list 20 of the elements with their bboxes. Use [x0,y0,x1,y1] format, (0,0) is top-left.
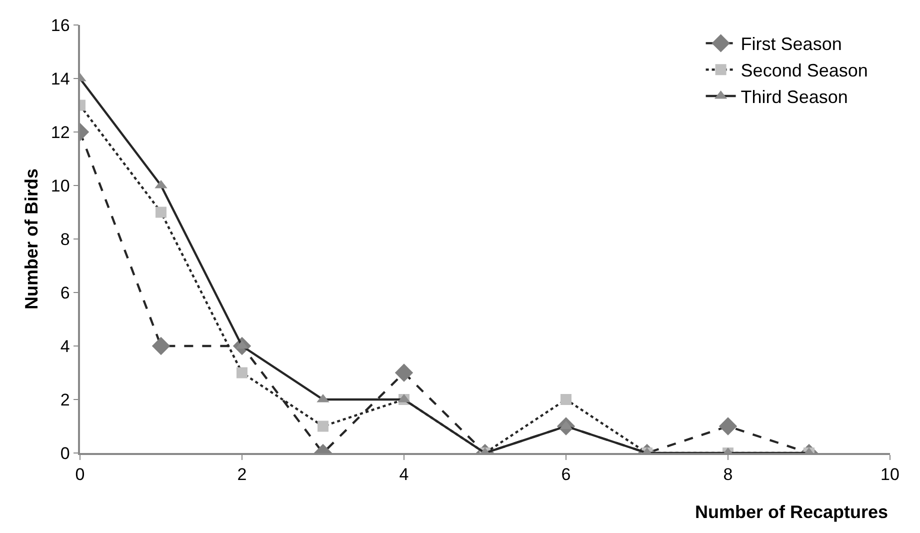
y-tick-label: 0 [60,444,70,463]
y-tick-label: 6 [60,283,70,302]
y-tick-label: 16 [50,16,70,35]
x-tick-label: 6 [561,465,571,484]
x-tick-label: 10 [880,465,900,484]
y-tick-label: 4 [60,336,70,356]
y-tick-label: 14 [50,69,70,88]
y-tick-label: 12 [50,122,70,142]
y-tick-label: 8 [60,230,70,249]
x-tick-label: 2 [237,465,247,484]
legend-label: Second Season [740,60,868,81]
x-tick-label: 0 [75,465,85,484]
y-tick-label: 10 [50,176,70,196]
x-tick-label: 8 [723,465,733,484]
y-axis-title: Number of Birds [22,168,42,310]
y-tick-label: 2 [60,390,70,410]
x-tick-label: 4 [399,465,409,484]
legend-label: First Season [740,34,842,54]
legend-label: Third Season [740,87,848,108]
x-axis-title: Number of Recaptures [695,502,888,522]
